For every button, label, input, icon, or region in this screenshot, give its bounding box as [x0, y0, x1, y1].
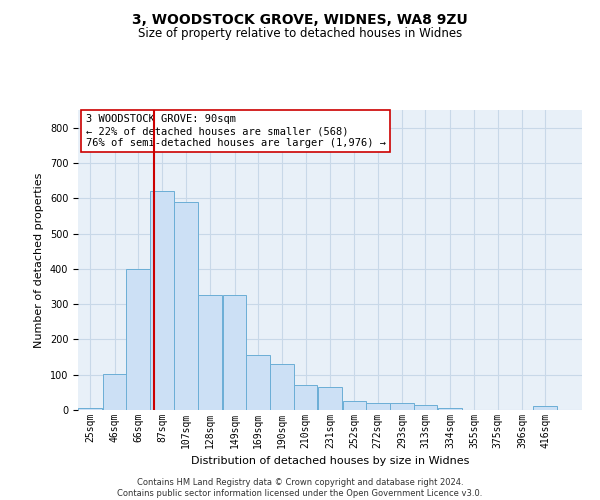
Bar: [533, 406, 557, 410]
Bar: [318, 387, 342, 410]
Bar: [198, 296, 222, 410]
Bar: [271, 364, 294, 410]
Bar: [390, 403, 414, 410]
Bar: [438, 408, 462, 410]
Text: 3, WOODSTOCK GROVE, WIDNES, WA8 9ZU: 3, WOODSTOCK GROVE, WIDNES, WA8 9ZU: [132, 12, 468, 26]
Bar: [413, 404, 437, 410]
Bar: [343, 401, 367, 410]
Bar: [103, 374, 127, 410]
X-axis label: Distribution of detached houses by size in Widnes: Distribution of detached houses by size …: [191, 456, 469, 466]
Bar: [246, 356, 270, 410]
Bar: [293, 386, 317, 410]
Bar: [151, 191, 175, 410]
Bar: [78, 408, 102, 410]
Bar: [174, 202, 197, 410]
Text: Size of property relative to detached houses in Widnes: Size of property relative to detached ho…: [138, 28, 462, 40]
Y-axis label: Number of detached properties: Number of detached properties: [34, 172, 44, 348]
Text: Contains HM Land Registry data © Crown copyright and database right 2024.
Contai: Contains HM Land Registry data © Crown c…: [118, 478, 482, 498]
Bar: [366, 403, 389, 410]
Bar: [126, 269, 150, 410]
Text: 3 WOODSTOCK GROVE: 90sqm
← 22% of detached houses are smaller (568)
76% of semi-: 3 WOODSTOCK GROVE: 90sqm ← 22% of detach…: [86, 114, 386, 148]
Bar: [223, 296, 247, 410]
